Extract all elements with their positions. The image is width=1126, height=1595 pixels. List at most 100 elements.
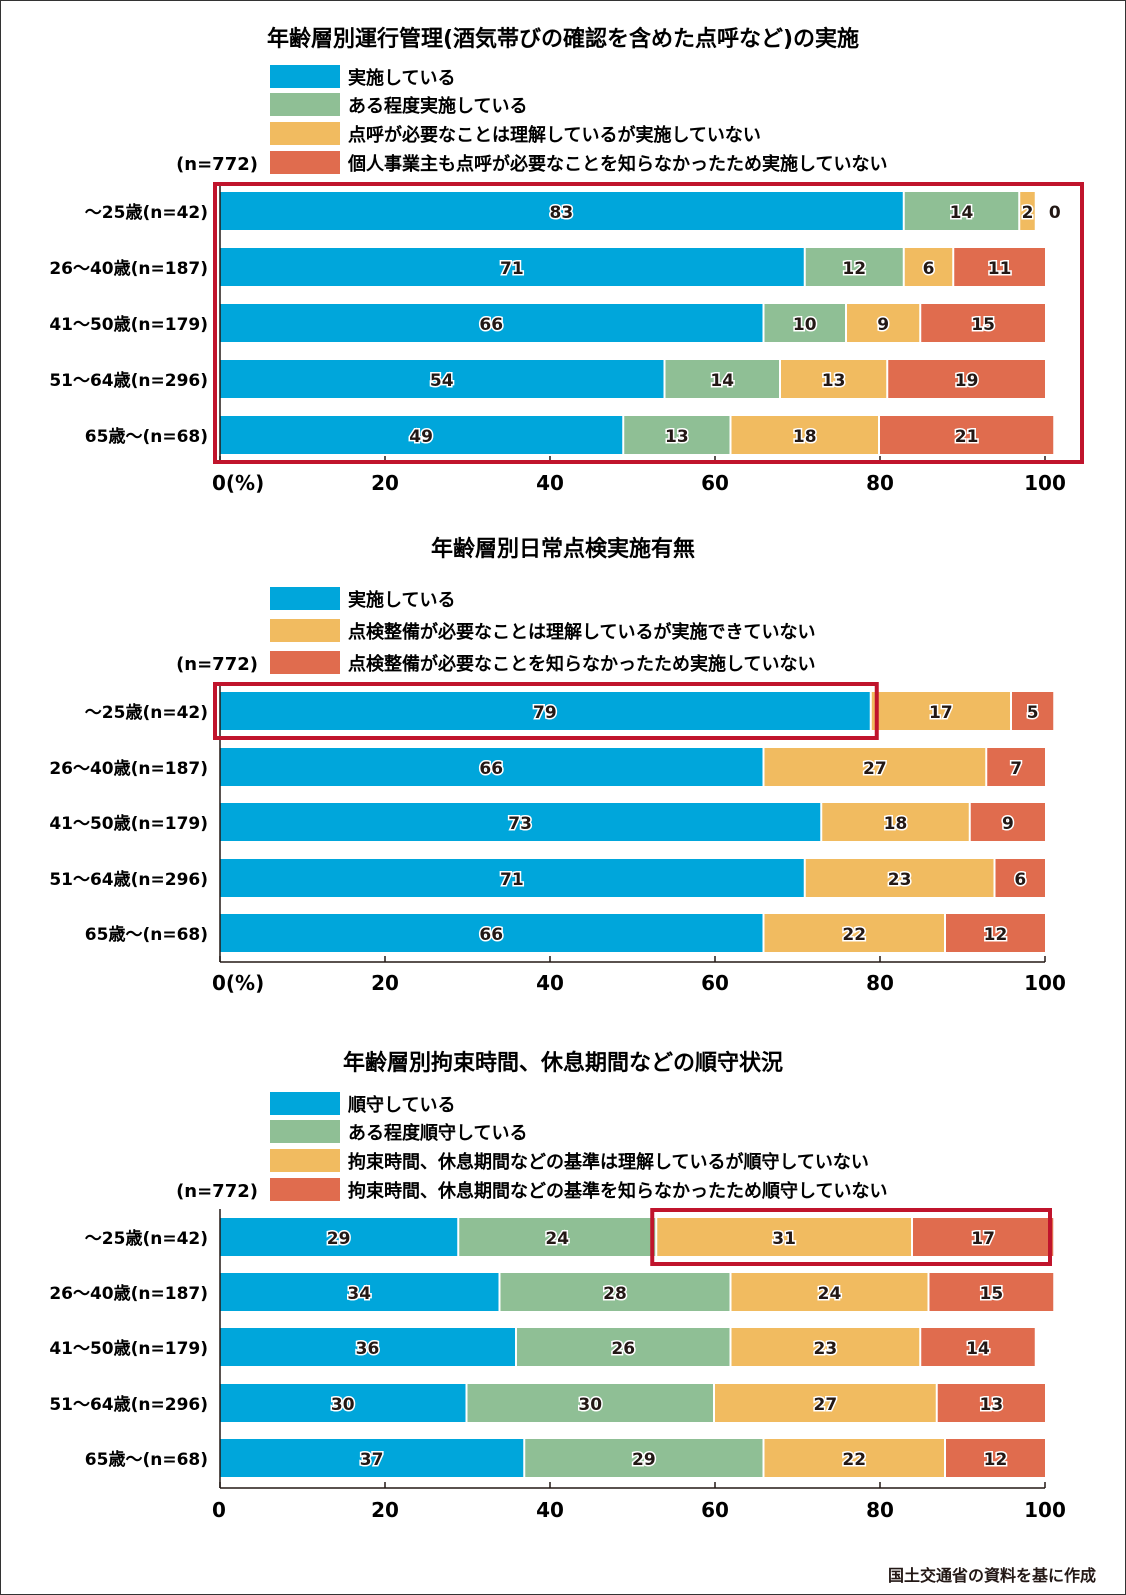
data-label: 28 xyxy=(603,1284,627,1304)
data-label: 27 xyxy=(863,759,887,779)
bar-segment xyxy=(525,1439,763,1477)
legend-label: ある程度実施している xyxy=(348,95,527,117)
category-label: 51〜64歳(n=296) xyxy=(49,869,208,890)
category-label: 26〜40歳(n=187) xyxy=(49,758,208,779)
data-label: 7 xyxy=(1010,759,1022,779)
data-label: 18 xyxy=(884,814,908,834)
data-label: 12 xyxy=(984,925,1008,945)
legend-swatch-yellow xyxy=(270,1149,340,1172)
x-tick-label: 100 xyxy=(1024,471,1066,495)
data-label: 29 xyxy=(327,1229,351,1249)
data-label: 17 xyxy=(971,1229,995,1249)
data-label: 66 xyxy=(479,925,503,945)
x-tick-label: 100 xyxy=(1024,1498,1066,1522)
x-tick-label: 100 xyxy=(1024,971,1066,995)
bar-segment xyxy=(1020,192,1035,230)
bar-segment xyxy=(764,1439,944,1477)
data-label: 13 xyxy=(665,427,689,447)
bar-segment xyxy=(220,803,821,841)
category-label: 41〜50歳(n=179) xyxy=(49,314,208,335)
bar-segment xyxy=(888,360,1045,398)
legend-label: 個人事業主も点呼が必要なことを知らなかったため実施していない xyxy=(347,153,887,175)
data-label: 36 xyxy=(356,1339,380,1359)
category-label: 〜25歳(n=42) xyxy=(85,702,208,723)
data-label: 12 xyxy=(984,1450,1008,1470)
data-label: 15 xyxy=(971,315,995,335)
x-tick-label: 0(%) xyxy=(212,971,264,995)
data-label: 22 xyxy=(842,925,866,945)
data-label: 29 xyxy=(632,1450,656,1470)
x-tick-label: 60 xyxy=(701,471,729,495)
data-label: 66 xyxy=(479,315,503,335)
x-tick-label: 20 xyxy=(371,471,399,495)
data-label: 54 xyxy=(430,371,454,391)
bar-segment xyxy=(929,1273,1054,1311)
category-label: 41〜50歳(n=179) xyxy=(49,813,208,834)
category-label: 26〜40歳(n=187) xyxy=(49,1283,208,1304)
legend-swatch-green xyxy=(270,93,340,116)
data-label: 30 xyxy=(331,1395,355,1415)
data-label: 2 xyxy=(1022,203,1034,223)
bar-segment xyxy=(805,248,903,286)
bar-segment xyxy=(946,914,1045,952)
data-label: 27 xyxy=(814,1395,838,1415)
legend-swatch-yellow xyxy=(270,619,340,642)
bar-segment xyxy=(715,1384,936,1422)
data-label: 79 xyxy=(533,703,557,723)
x-tick-label: 80 xyxy=(866,471,894,495)
bar-segment xyxy=(904,192,1019,230)
sample-size-note: (n=772) xyxy=(176,654,258,675)
data-label: 12 xyxy=(842,259,866,279)
legend-label: 拘束時間、休息期間などの基準を知らなかったため順守していない xyxy=(348,1180,887,1202)
bar-segment xyxy=(970,803,1045,841)
bar-segment xyxy=(517,1328,730,1366)
bar-segment xyxy=(731,1328,920,1366)
legend-label: 拘束時間、休息期間などの基準は理解しているが順守していない xyxy=(348,1151,869,1173)
bar-segment xyxy=(459,1218,656,1256)
data-label: 26 xyxy=(611,1339,635,1359)
bar-segment xyxy=(467,1384,713,1422)
bar-segment xyxy=(781,360,887,398)
legend-label: 実施している xyxy=(348,67,455,89)
bar-segment xyxy=(904,248,953,286)
bar-segment xyxy=(764,304,845,342)
data-label: 37 xyxy=(360,1450,384,1470)
bar-segment xyxy=(871,692,1010,730)
bar-segment xyxy=(731,1273,928,1311)
x-tick-label: 40 xyxy=(536,971,564,995)
legend-label: 実施している xyxy=(348,589,455,611)
bar-segment xyxy=(220,192,903,230)
data-label: 31 xyxy=(772,1229,796,1249)
data-label: 24 xyxy=(818,1284,842,1304)
bar-segment xyxy=(995,859,1045,897)
bar-segment xyxy=(220,748,763,786)
data-label: 14 xyxy=(710,371,734,391)
legend-swatch-blue xyxy=(270,587,340,610)
data-label: 18 xyxy=(793,427,817,447)
x-tick-label: 80 xyxy=(866,971,894,995)
legend-swatch-yellow xyxy=(270,122,340,145)
category-label: 51〜64歳(n=296) xyxy=(49,370,208,391)
bar-segment xyxy=(624,416,730,454)
bar-segment xyxy=(220,248,804,286)
data-label: 11 xyxy=(988,259,1012,279)
category-label: 26〜40歳(n=187) xyxy=(49,258,208,279)
bar-segment xyxy=(880,416,1054,454)
data-label: 0 xyxy=(1049,203,1061,223)
bar-segment xyxy=(220,914,763,952)
legend-label: 順守している xyxy=(348,1094,455,1116)
legend-swatch-red xyxy=(270,151,340,174)
legend-label: 点検整備が必要なことを知らなかったため実施していない xyxy=(348,653,815,675)
category-label: 65歳〜(n=68) xyxy=(85,426,208,447)
x-tick-label: 80 xyxy=(866,1498,894,1522)
bar-segment xyxy=(220,692,870,730)
bar-segment xyxy=(764,748,986,786)
bar-segment xyxy=(220,859,804,897)
bar-segment xyxy=(220,1328,515,1366)
data-label: 15 xyxy=(980,1284,1004,1304)
legend-swatch-green xyxy=(270,1120,340,1143)
data-label: 6 xyxy=(1014,870,1026,890)
bar-segment xyxy=(913,1218,1054,1256)
data-label: 19 xyxy=(955,371,979,391)
